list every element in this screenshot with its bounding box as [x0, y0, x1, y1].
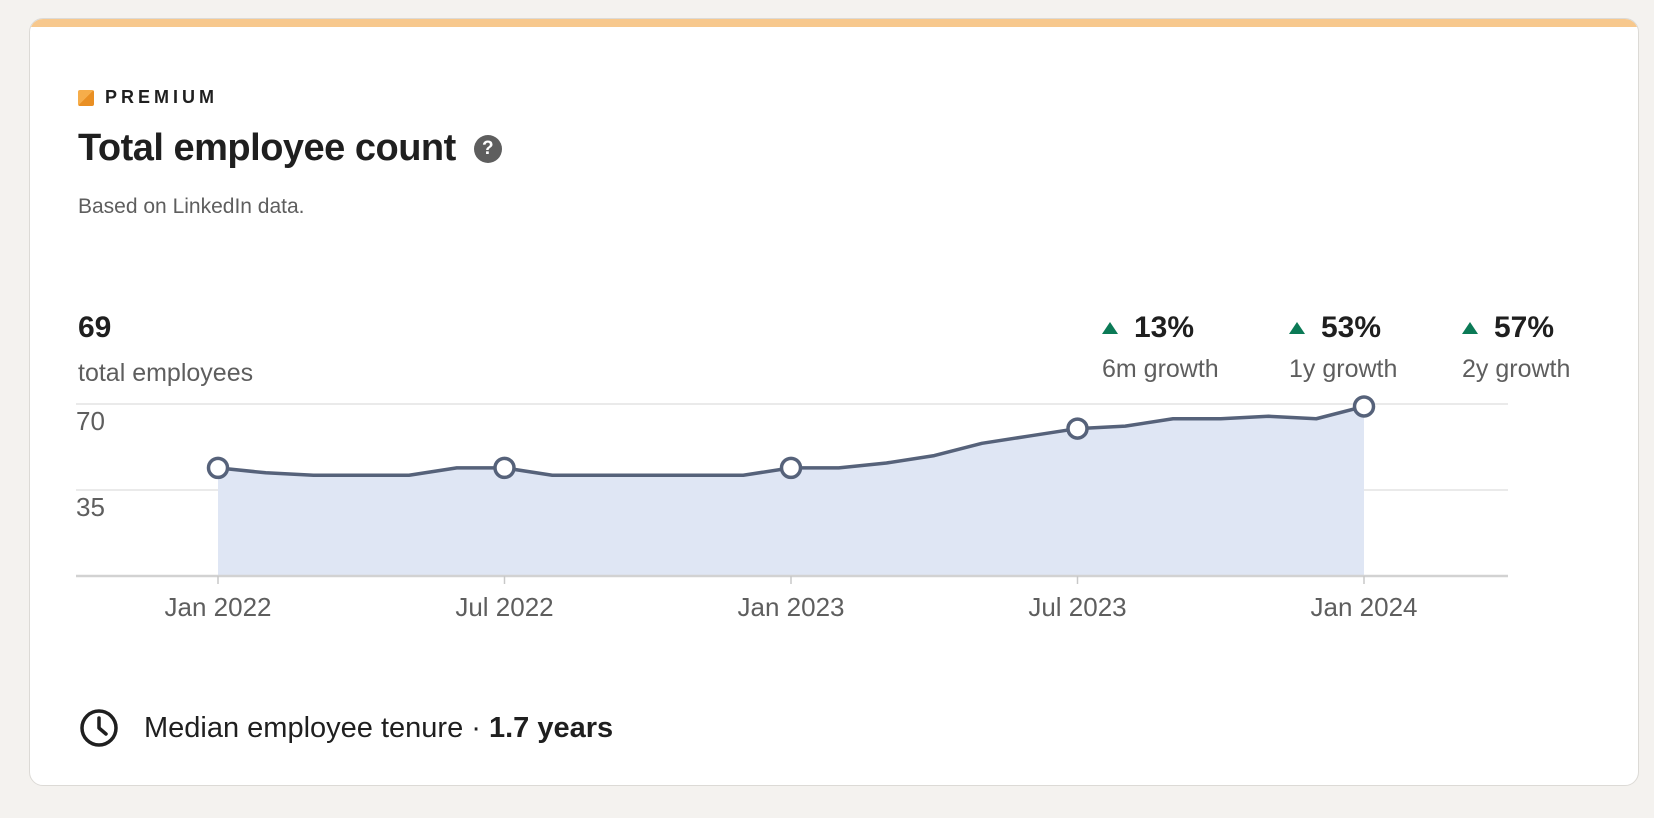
premium-label: PREMIUM — [105, 87, 218, 107]
data-point — [1352, 395, 1376, 418]
data-point — [206, 456, 230, 480]
y-tick-label: 35 — [76, 492, 105, 522]
growth-1y: 53% 1y growth — [1289, 311, 1397, 384]
clock-icon — [80, 709, 118, 747]
premium-icon — [78, 89, 94, 106]
tenure-label: Median employee tenure — [144, 711, 464, 744]
card-subtitle: Based on LinkedIn data. — [78, 195, 305, 218]
median-tenure: Median employee tenure · 1.7 years — [78, 707, 613, 749]
x-tick-label: Jan 2022 — [165, 592, 272, 622]
data-point — [493, 456, 516, 480]
card-title: Total employee count — [78, 127, 456, 169]
employee-count-card: PREMIUM Total employee count ? Based on … — [29, 18, 1639, 786]
x-tick-label: Jul 2022 — [455, 592, 553, 622]
help-icon[interactable]: ? — [473, 134, 502, 163]
title-row: Total employee count ? — [78, 127, 502, 170]
tenure-value: 1.7 years — [489, 711, 614, 744]
data-point — [779, 456, 803, 480]
growth-6m-label: 6m growth — [1102, 355, 1219, 383]
x-tick-label: Jul 2023 — [1028, 592, 1126, 622]
data-point — [1066, 417, 1089, 440]
total-employees-value: 69 — [78, 311, 112, 344]
growth-1y-label: 1y growth — [1289, 355, 1398, 383]
total-employees-label: total employees — [78, 359, 254, 387]
growth-up-icon — [1102, 322, 1118, 334]
growth-6m: 13% 6m growth — [1102, 311, 1219, 384]
premium-accent-bar — [30, 19, 1638, 27]
growth-2y: 57% 2y growth — [1462, 311, 1570, 384]
x-tick-label: Jan 2023 — [738, 592, 845, 622]
y-tick-label: 70 — [76, 406, 105, 436]
premium-badge: PREMIUM — [78, 87, 218, 108]
growth-1y-value: 53% — [1321, 311, 1382, 344]
tenure-text: Median employee tenure · 1.7 years — [144, 712, 613, 745]
growth-6m-value: 13% — [1134, 311, 1195, 344]
growth-2y-label: 2y growth — [1462, 355, 1571, 383]
growth-up-icon — [1289, 322, 1305, 334]
area-fill — [218, 406, 1364, 576]
growth-2y-value: 57% — [1494, 311, 1555, 344]
tenure-separator: · — [471, 711, 481, 744]
growth-up-icon — [1462, 322, 1478, 334]
employee-count-chart: 35 70 Jan 2022 Jul 2022 Jan 2023 Jul 2023 Jan … — [76, 395, 1508, 622]
x-tick-label: Jan 2024 — [1311, 592, 1418, 622]
